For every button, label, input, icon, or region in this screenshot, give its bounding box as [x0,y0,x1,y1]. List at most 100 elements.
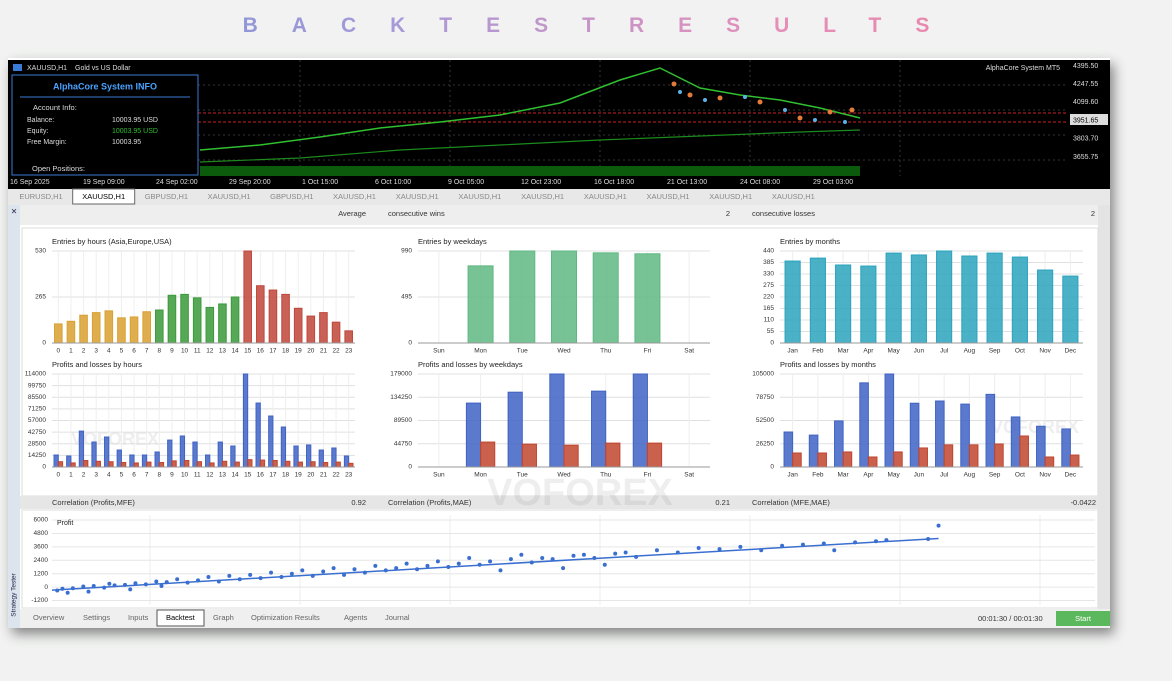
x-tick-label: Mon [474,472,487,479]
time-label: 29 Sep 20:00 [229,179,271,186]
bar [221,460,228,468]
x-tick-label: 22 [332,348,340,355]
y-tick-label: 71250 [28,406,46,413]
bar [70,462,76,468]
x-tick-label: Mar [838,472,850,479]
symbol-tab[interactable]: XAUUSD,H1 [709,192,752,201]
symbol-tab[interactable]: XAUUSD,H1 [333,192,376,201]
volume-bars [200,166,860,176]
bar [217,441,223,468]
bar [808,434,819,468]
x-tick-label: Mar [838,348,850,355]
symbol-tab[interactable]: XAUUSD,H1 [396,192,439,201]
start-button[interactable] [1056,611,1110,626]
symbol-tab[interactable]: GBPUSD,H1 [270,192,313,201]
symbol-description: Gold vs US Dollar [75,65,131,72]
y-tick-label: 275 [763,282,774,289]
bar [133,462,139,468]
bar [792,452,802,468]
bottom-tab[interactable]: Optimization Results [251,613,320,622]
y-tick-label: 14250 [28,452,46,459]
symbol-tab[interactable]: GBPUSD,H1 [145,192,188,201]
y-tick-label: 179000 [390,371,412,378]
bar [646,442,663,468]
time-label: 29 Oct 03:00 [813,179,853,186]
symbol-tab[interactable]: XAUUSD,H1 [772,192,815,201]
chart-title: Profits and losses by hours [52,360,142,369]
bar [1069,454,1080,468]
expert-label: AlphaCore System MT5 [986,65,1060,72]
correlation-value: -0.0422 [1071,498,1096,507]
symbol-tab[interactable]: XAUUSD,H1 [82,192,125,201]
x-tick-label: Sat [684,348,694,355]
stats-label: Average [338,209,366,218]
bar [943,444,954,468]
symbol-tab[interactable]: XAUUSD,H1 [647,192,690,201]
bar [66,320,76,344]
x-tick-label: Jan [787,472,798,479]
x-tick-label: 2 [82,472,86,479]
bar [91,312,101,344]
scatter-point [331,566,336,571]
bar [167,439,173,468]
symbol-tab[interactable]: XAUUSD,H1 [521,192,564,201]
x-tick-label: Aug [964,348,976,355]
bar [994,443,1004,468]
y-tick-label: 99750 [28,382,46,389]
scatter-point [289,571,294,576]
y-tick-label: 26250 [756,440,774,447]
bottom-tab[interactable]: Backtest [166,613,196,622]
bottom-tab[interactable]: Graph [213,613,234,622]
x-tick-label: May [887,472,900,479]
bar [230,445,236,468]
bar [141,454,148,468]
scrollbar[interactable] [1098,205,1110,610]
y-tick-label: 78750 [756,394,774,401]
y-tick-label: 330 [763,271,774,278]
y-tick-label: 0 [44,584,48,591]
scatter-point [206,575,211,580]
bottom-tab[interactable]: Journal [385,613,410,622]
y-tick-label: 4800 [34,530,49,537]
bar [509,250,536,344]
info-label: Equity: [27,128,48,135]
bar [550,250,578,344]
scatter-point [128,587,133,592]
x-tick-label: 20 [307,348,315,355]
bar [255,402,261,468]
bar [549,373,565,468]
correlation-value: 0.92 [351,498,366,507]
bar [104,436,110,468]
bottom-tab[interactable]: Overview [33,613,65,622]
bar [242,373,249,468]
chart-title: Entries by hours (Asia,Europe,USA) [52,237,172,246]
bar [146,461,152,468]
correlation-value: 0.21 [715,498,730,507]
x-tick-label: 7 [145,348,149,355]
symbol-tab[interactable]: EURUSD,H1 [19,192,62,201]
close-button[interactable]: × [11,207,17,218]
symbol-tab[interactable]: XAUUSD,H1 [584,192,627,201]
info-label: Free Margin: [27,139,67,146]
time-label: 1 Oct 15:00 [302,179,338,186]
symbol-label: XAUUSD,H1 [27,65,67,72]
bottom-tab[interactable]: Agents [344,613,368,622]
equity-line [199,129,861,163]
symbol-tab[interactable]: XAUUSD,H1 [208,192,251,201]
x-tick-label: Apr [863,472,874,479]
start-label[interactable]: Start [1075,614,1092,623]
scatter-point [696,545,701,550]
timer: 00:01:30 / 00:01:30 [978,614,1043,623]
x-tick-label: Thu [600,472,612,479]
bottom-tab[interactable]: Settings [83,613,110,622]
scatter-point [780,543,785,548]
symbol-tab[interactable]: XAUUSD,H1 [458,192,501,201]
scatter-label: Profit [57,520,73,527]
info-value: 10003.95 USD [112,117,158,124]
y-tick-label: -1200 [31,597,48,604]
bar [344,330,353,344]
x-tick-label: 20 [307,472,315,479]
bottom-tab[interactable]: Inputs [128,613,149,622]
scatter-point [269,570,274,575]
